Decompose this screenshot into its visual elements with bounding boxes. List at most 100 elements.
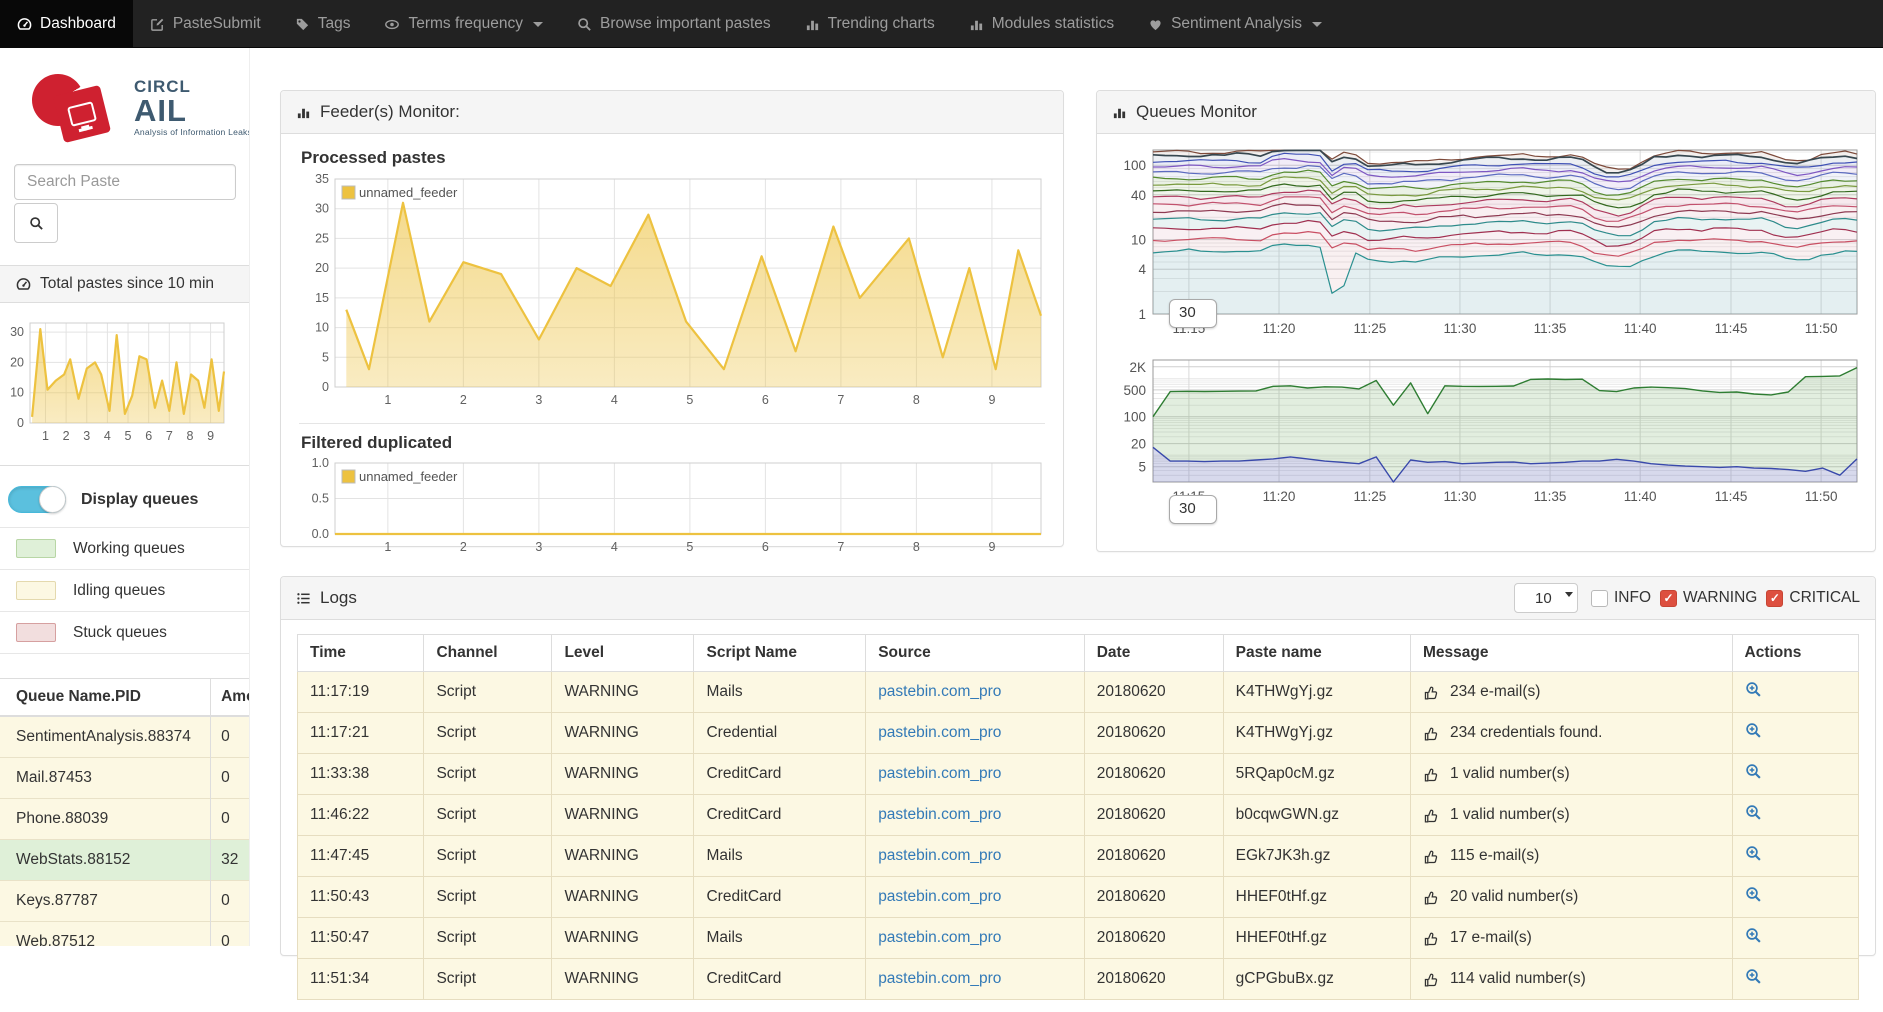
circl-ail-logo: CIRCL AIL Analysis of Information Leaks bbox=[21, 63, 249, 146]
thumbs-up-icon bbox=[1423, 725, 1440, 742]
bar-chart-icon bbox=[296, 105, 311, 120]
svg-text:7: 7 bbox=[837, 540, 844, 554]
top-navbar: Dashboard PasteSubmit Tags Terms frequency B… bbox=[0, 0, 1883, 48]
svg-text:11:45: 11:45 bbox=[1715, 489, 1748, 504]
svg-text:4: 4 bbox=[104, 429, 111, 443]
svg-text:10: 10 bbox=[315, 321, 329, 335]
log-date: 20180620 bbox=[1083, 712, 1224, 754]
bar-chart-icon bbox=[1112, 105, 1127, 120]
checkbox-checked-icon[interactable]: ✓ bbox=[1660, 589, 1678, 607]
nav-item-dashboard[interactable]: Dashboard bbox=[0, 0, 133, 48]
log-script: CreditCard bbox=[693, 753, 867, 795]
show-paste-action[interactable] bbox=[1745, 763, 1762, 780]
log-level: WARNING bbox=[551, 958, 695, 1000]
log-message: 234 e-mail(s) bbox=[1449, 683, 1541, 700]
log-paste-name: EGk7JK3h.gz bbox=[1222, 835, 1411, 877]
queue-row: Phone.88039 0 bbox=[0, 798, 249, 840]
show-paste-action[interactable] bbox=[1745, 681, 1762, 698]
search-button[interactable] bbox=[14, 203, 58, 243]
nav-item-browse-important-pastes[interactable]: Browse important pastes bbox=[560, 0, 788, 48]
total-pastes-title: Total pastes since 10 min bbox=[40, 275, 215, 292]
queues-window-input[interactable]: 30 bbox=[1169, 495, 1217, 524]
nav-item-terms-frequency[interactable]: Terms frequency bbox=[367, 0, 560, 48]
nav-item-pastesubmit[interactable]: PasteSubmit bbox=[133, 0, 278, 48]
svg-text:5: 5 bbox=[686, 540, 693, 554]
filter-info[interactable]: INFO bbox=[1591, 589, 1651, 607]
show-paste-action[interactable] bbox=[1745, 968, 1762, 985]
processed-pastes-title: Processed pastes bbox=[301, 148, 446, 167]
log-col-header: Script Name bbox=[693, 634, 867, 672]
log-date: 20180620 bbox=[1083, 917, 1224, 959]
search-icon bbox=[577, 17, 592, 32]
legend-item-stuck: Stuck queues bbox=[0, 611, 249, 654]
filter-critical[interactable]: ✓ CRITICAL bbox=[1766, 589, 1860, 607]
log-channel: Script bbox=[423, 876, 553, 918]
total-pastes-panel: Total pastes since 10 min 1 2 3 4 5 6 7 8 9 0 10 20… bbox=[0, 265, 249, 466]
nav-item-modules-statistics[interactable]: Modules statistics bbox=[952, 0, 1131, 48]
svg-text:1.0: 1.0 bbox=[312, 458, 329, 470]
gauge-icon bbox=[17, 17, 32, 32]
log-time: 11:17:19 bbox=[296, 671, 425, 713]
legend-swatch bbox=[16, 623, 56, 642]
thumbs-up-icon bbox=[1423, 930, 1440, 947]
filter-warning[interactable]: ✓ WARNING bbox=[1660, 589, 1757, 607]
queues-window-input[interactable]: 30 bbox=[1169, 299, 1217, 328]
log-paste-name: HHEF0tHf.gz bbox=[1222, 876, 1411, 918]
log-level-filters: INFO ✓ WARNING ✓ CRITICAL bbox=[1591, 589, 1860, 607]
log-message: 1 valid number(s) bbox=[1449, 765, 1570, 782]
nav-item-trending-charts[interactable]: Trending charts bbox=[788, 0, 952, 48]
svg-text:0: 0 bbox=[322, 380, 329, 394]
search-paste-input[interactable] bbox=[14, 164, 236, 200]
display-queues-toggle[interactable] bbox=[8, 486, 66, 513]
svg-text:30: 30 bbox=[10, 325, 24, 339]
log-source-link[interactable]: pastebin.com_pro bbox=[878, 683, 1002, 700]
log-source-link[interactable]: pastebin.com_pro bbox=[878, 929, 1002, 946]
svg-text:4: 4 bbox=[1138, 262, 1146, 277]
svg-text:0.0: 0.0 bbox=[312, 527, 329, 541]
log-source-link[interactable]: pastebin.com_pro bbox=[878, 806, 1002, 823]
log-source-link[interactable]: pastebin.com_pro bbox=[878, 724, 1002, 741]
svg-text:9: 9 bbox=[988, 393, 995, 407]
log-date: 20180620 bbox=[1083, 958, 1224, 1000]
log-source-link[interactable]: pastebin.com_pro bbox=[878, 847, 1002, 864]
nav-item-tags[interactable]: Tags bbox=[278, 0, 368, 48]
svg-text:11:25: 11:25 bbox=[1353, 489, 1386, 504]
checkbox-checked-icon[interactable]: ✓ bbox=[1766, 589, 1784, 607]
svg-text:3: 3 bbox=[535, 540, 542, 554]
queue-name: Web.87512 bbox=[0, 921, 211, 946]
log-col-header: Actions bbox=[1731, 634, 1860, 672]
svg-text:11:20: 11:20 bbox=[1263, 489, 1296, 504]
legend-item-idling: Idling queues bbox=[0, 569, 249, 611]
page-size-select[interactable]: 10 bbox=[1514, 583, 1578, 613]
log-source-link[interactable]: pastebin.com_pro bbox=[878, 888, 1002, 905]
svg-text:6: 6 bbox=[145, 429, 152, 443]
show-paste-action[interactable] bbox=[1745, 804, 1762, 821]
queue-amount: 32 bbox=[210, 839, 249, 881]
show-paste-action[interactable] bbox=[1745, 886, 1762, 903]
log-col-header: Date bbox=[1083, 634, 1224, 672]
ail-dashboard: { "navbar": { "items": [ {"label": "Dash… bbox=[0, 0, 1883, 946]
thumbs-up-icon bbox=[1423, 684, 1440, 701]
log-level: WARNING bbox=[551, 835, 695, 877]
nav-item-sentiment-analysis[interactable]: Sentiment Analysis bbox=[1131, 0, 1339, 48]
legend-swatch bbox=[16, 581, 56, 600]
log-script: Mails bbox=[693, 671, 867, 713]
show-paste-action[interactable] bbox=[1745, 722, 1762, 739]
legend-item-working: Working queues bbox=[0, 527, 249, 569]
svg-text:11:40: 11:40 bbox=[1624, 321, 1657, 336]
log-paste-name: K4THWgYj.gz bbox=[1222, 671, 1411, 713]
log-time: 11:50:47 bbox=[296, 917, 425, 959]
show-paste-action[interactable] bbox=[1745, 927, 1762, 944]
gauge-icon bbox=[16, 277, 31, 292]
svg-text:4: 4 bbox=[611, 393, 618, 407]
log-source-link[interactable]: pastebin.com_pro bbox=[878, 970, 1002, 987]
svg-text:7: 7 bbox=[166, 429, 173, 443]
thumbs-up-icon bbox=[1423, 807, 1440, 824]
log-date: 20180620 bbox=[1083, 835, 1224, 877]
queue-status-table: Queue Name.PID Amount SentimentAnalysis.… bbox=[0, 678, 249, 946]
show-paste-action[interactable] bbox=[1745, 845, 1762, 862]
caret-down-icon bbox=[533, 21, 544, 27]
checkbox-unchecked-icon[interactable] bbox=[1591, 589, 1608, 607]
log-source-link[interactable]: pastebin.com_pro bbox=[878, 765, 1002, 782]
svg-text:35: 35 bbox=[315, 173, 329, 186]
